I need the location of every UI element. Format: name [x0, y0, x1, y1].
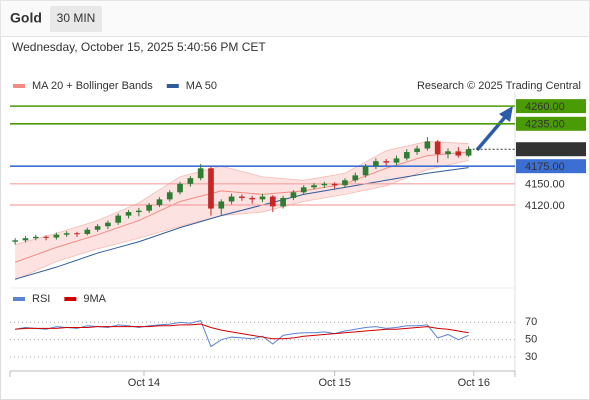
y-tick-label: 30: [525, 351, 537, 363]
candle-body: [445, 151, 451, 155]
level-box: [516, 116, 586, 131]
candle-body: [125, 212, 132, 216]
candle-body: [84, 229, 91, 234]
candle-body: [290, 192, 297, 198]
level-label: 4150.00: [525, 179, 565, 191]
legend-label: RSI: [32, 293, 50, 305]
candle-body: [105, 222, 111, 227]
symbol: Gold: [10, 10, 42, 26]
rsi-line: [15, 320, 469, 348]
candle-body: [342, 180, 348, 186]
candle-body: [177, 183, 183, 193]
candle-body: [43, 236, 49, 238]
candle-body: [208, 168, 214, 209]
timestamp: Wednesday, October 15, 2025 5:40:56 PM C…: [12, 40, 266, 54]
candle-body: [352, 175, 359, 181]
candle-body: [146, 205, 152, 211]
x-tick-label: Oct 16: [458, 377, 490, 389]
last-price-box: [516, 142, 586, 157]
candle-body: [74, 233, 80, 235]
candle-body: [434, 141, 441, 155]
projection-arrow: [475, 106, 513, 152]
legend-label: MA 20 + Bollinger Bands: [32, 80, 153, 92]
candle-body: [32, 236, 39, 239]
legend-label: MA 50: [186, 80, 217, 92]
candle-body: [373, 161, 379, 167]
candle-body: [228, 196, 235, 202]
level-box: [516, 99, 586, 114]
candle-body: [455, 151, 462, 156]
y-tick-label: 50: [525, 334, 537, 346]
candle-body: [321, 183, 328, 186]
y-tick-label: 70: [525, 316, 537, 328]
candle-body: [22, 238, 29, 241]
candle-body: [414, 148, 420, 153]
x-tick-label: Oct 15: [318, 377, 350, 389]
candle-body: [383, 161, 390, 163]
candle-body: [156, 199, 163, 206]
candle-body: [269, 196, 276, 207]
candle-body: [249, 197, 256, 200]
ma-line: [15, 167, 469, 280]
level-label: 4235.00: [525, 119, 565, 131]
bollinger-upper: [15, 141, 469, 245]
rsi-line: [15, 323, 469, 340]
level-label: 4120.00: [525, 200, 565, 212]
level-label: 4175.00: [525, 161, 565, 173]
candle-body: [135, 210, 142, 213]
candle-body: [115, 215, 122, 223]
candle-body: [12, 240, 18, 242]
candle-body: [53, 234, 60, 238]
candle-body: [166, 192, 173, 200]
candle-body: [197, 168, 204, 179]
candle-body: [63, 233, 70, 235]
candle-body: [311, 185, 317, 188]
candle-body: [218, 201, 225, 209]
candle-body: [465, 149, 472, 156]
interval[interactable]: 30 MIN: [57, 11, 96, 25]
candle-body: [331, 183, 338, 186]
candle-body: [403, 152, 410, 159]
candle-body: [280, 197, 286, 207]
candle-body: [259, 196, 266, 200]
candle-body: [393, 158, 400, 163]
last-price-label: 4198.98: [525, 144, 565, 156]
level-label: 4260.00: [525, 101, 565, 113]
source: Research © 2025 Trading Central: [417, 80, 581, 92]
candle-body: [300, 187, 307, 193]
legend-label: 9MA: [83, 293, 106, 305]
x-tick-label: Oct 14: [128, 377, 160, 389]
candle-body: [362, 166, 369, 176]
candle-body: [187, 178, 194, 184]
candle-body: [239, 196, 245, 198]
candle-body: [94, 226, 101, 230]
candle-body: [424, 141, 431, 149]
level-box: [516, 159, 586, 174]
interval-badge[interactable]: [50, 6, 102, 32]
